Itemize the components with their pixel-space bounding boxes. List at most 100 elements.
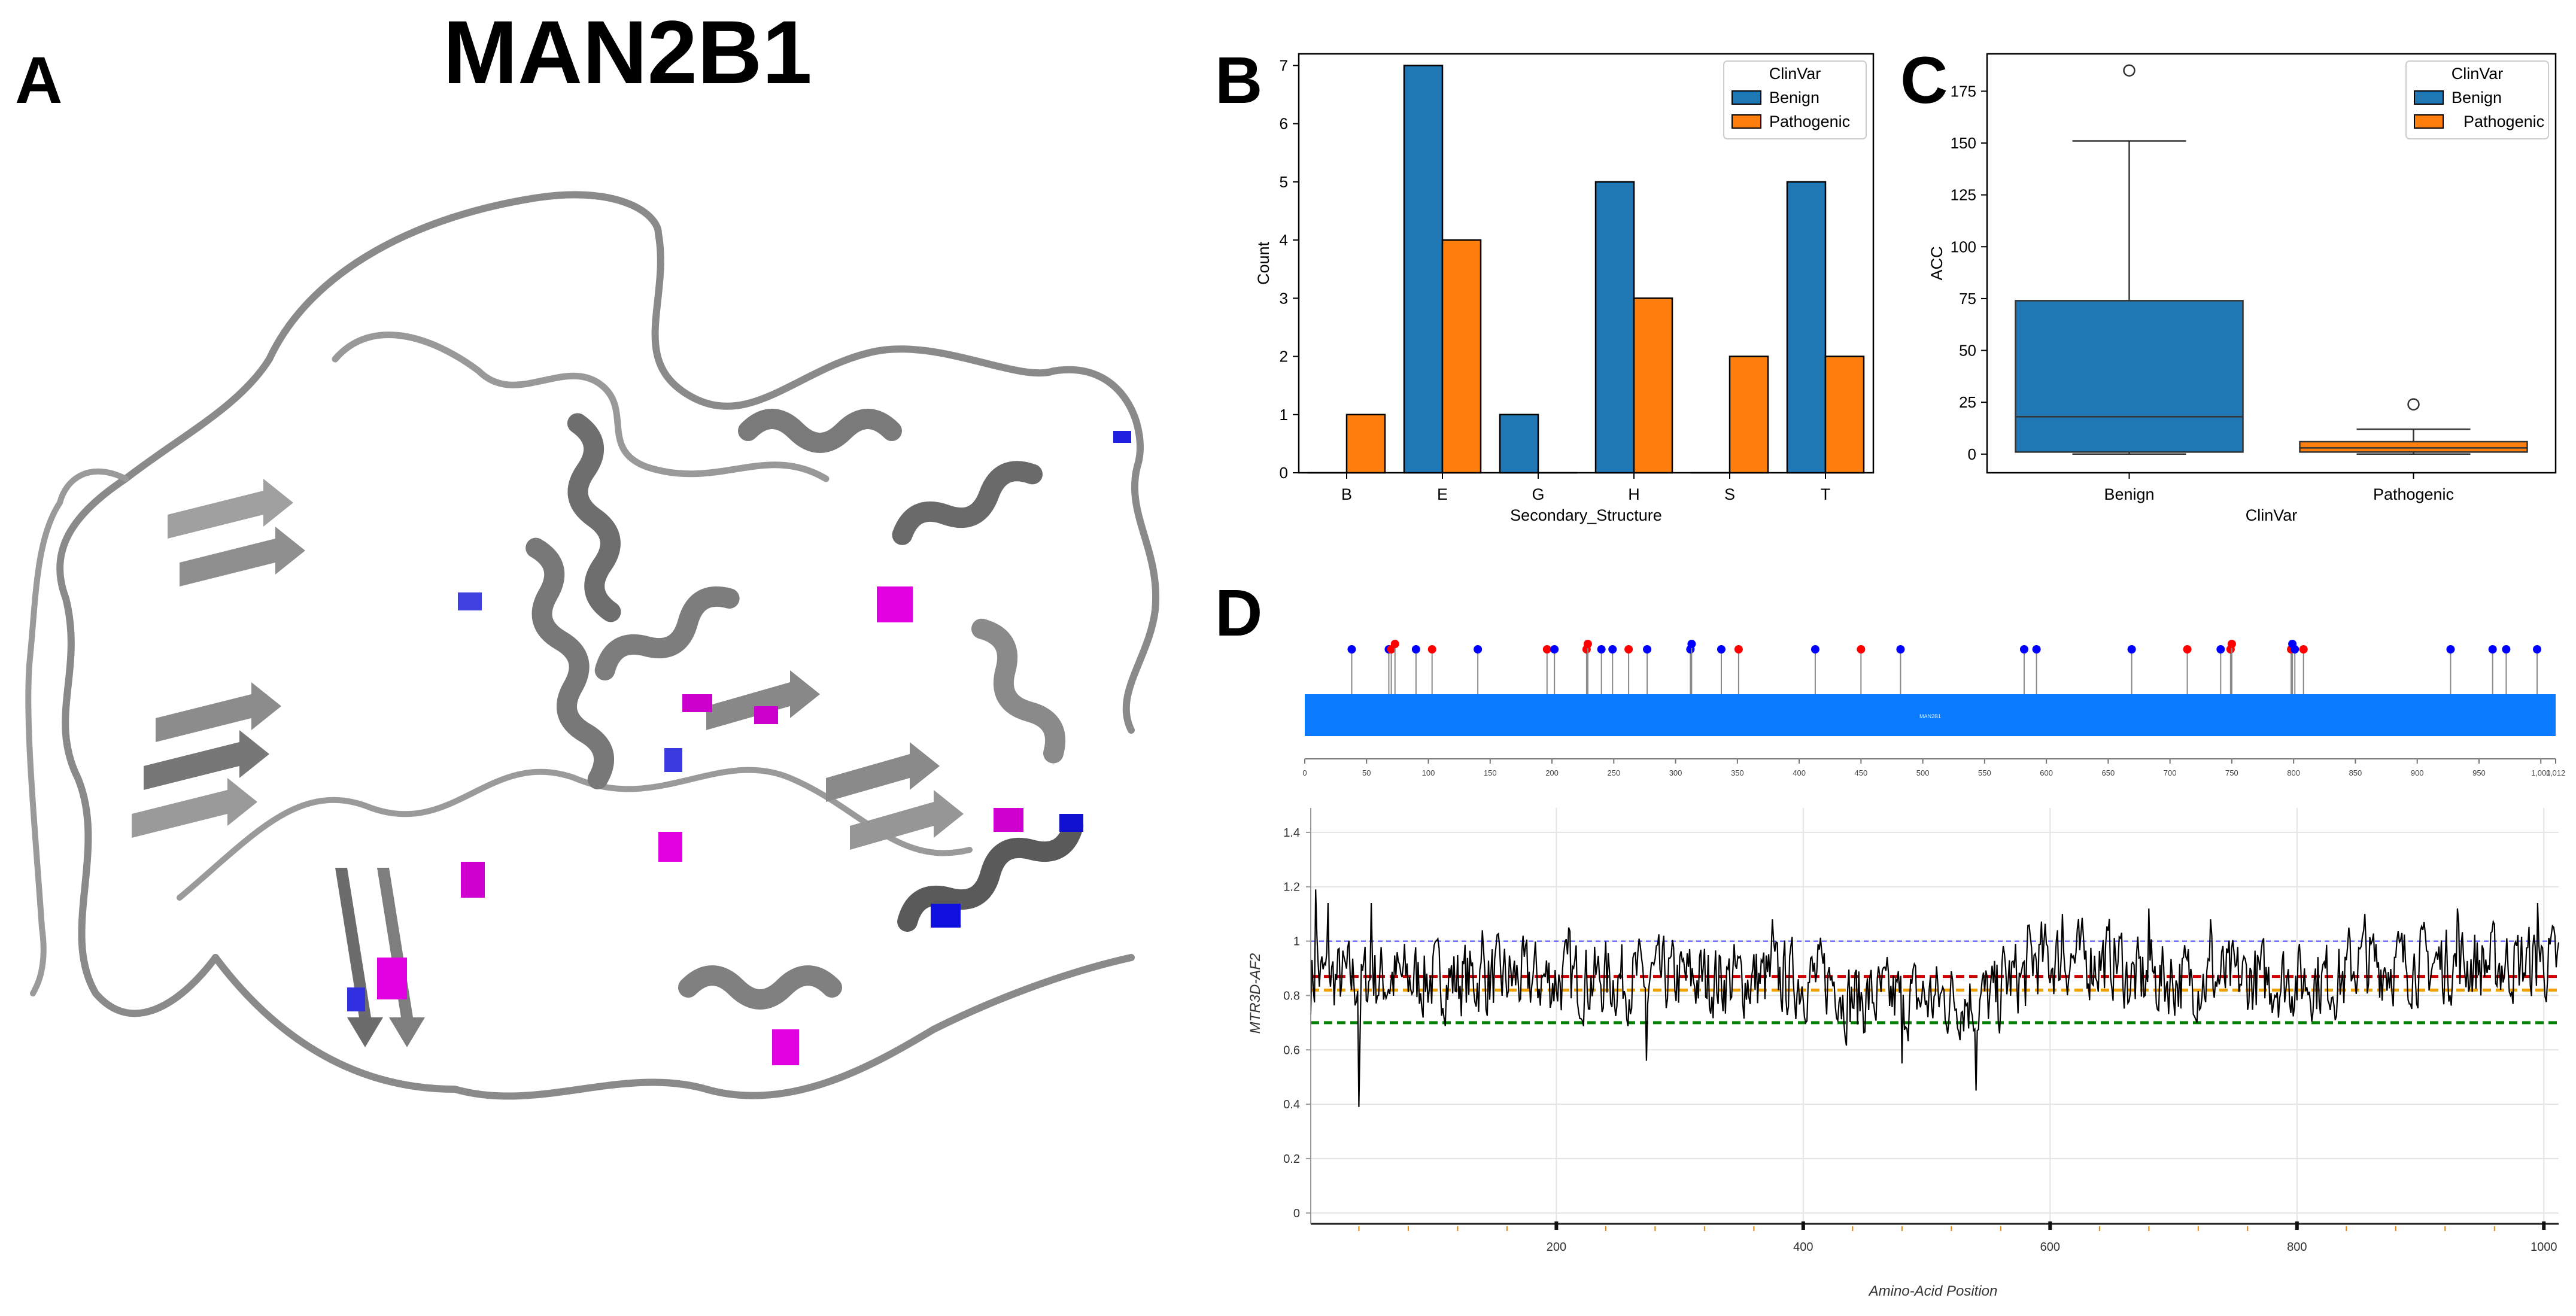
lollipop-benign [2502, 645, 2511, 654]
lollipop-benign [1643, 645, 1652, 654]
chart-c-ytick-label: 175 [1951, 82, 1976, 100]
lollipop-axis-tick-label: 200 [1545, 768, 1559, 777]
chart-c-legend-benign: Benign [2452, 89, 2502, 107]
chart-b-ytick-label: 4 [1280, 231, 1288, 249]
lollipop-axis-tick-label: 650 [2102, 768, 2115, 777]
protein-title: MAN2B1 [443, 2, 812, 102]
benign-residue-highlight [664, 748, 682, 772]
chart-c-ytick-label: 150 [1951, 134, 1976, 152]
chart-d-xtick [2542, 1221, 2546, 1230]
benign-residue-highlight [1059, 814, 1083, 832]
lollipop-axis-tick-label: 450 [1854, 768, 1867, 777]
chart-d-ytick-label: 0.6 [1283, 1044, 1300, 1057]
chart-c-ytick-label: 0 [1968, 445, 1976, 463]
lollipop-pathogenic [1390, 640, 1399, 648]
helix [567, 413, 621, 622]
chart-c-xtick-label: Pathogenic [2373, 485, 2454, 503]
chart-d-xtick-label: 400 [1793, 1241, 1813, 1254]
chart-b-axes-frame [1298, 53, 1875, 474]
bar-pathogenic-E [1441, 239, 1482, 474]
lollipop-benign [2488, 645, 2497, 654]
lollipop-benign [2019, 645, 2028, 654]
chart-c-legend-title: ClinVar [2452, 65, 2504, 83]
lollipop-axis-tick-label: 800 [2287, 768, 2300, 777]
lollipop-axis-tick-label: 850 [2349, 768, 2362, 777]
bar-benign-G [1499, 414, 1539, 474]
beta-strand [826, 742, 940, 802]
lollipop-axis-tick-label: 100 [1422, 768, 1435, 777]
coil-loop [25, 468, 129, 996]
beta-strand [180, 527, 305, 586]
lollipop-benign [1550, 645, 1559, 654]
pathogenic-residue-highlight [754, 706, 778, 724]
chart-c-xtick-label: Benign [2104, 485, 2154, 503]
chart-d-ytick-label: 1.2 [1283, 881, 1300, 894]
chart-b-ytick-label: 5 [1280, 173, 1288, 191]
lollipop-axis-tick-label: 0 [1302, 768, 1307, 777]
chart-c-ytick-label: 100 [1951, 238, 1976, 256]
coil-loop [332, 332, 830, 482]
pathogenic-residue-highlight [877, 586, 913, 622]
beta-strand [156, 682, 281, 742]
pathogenic-residue-highlight [682, 694, 712, 712]
coil-loop [56, 355, 273, 1017]
chart-d-xtick [2295, 1221, 2299, 1230]
chart-b-legend-benign: Benign [1769, 89, 1819, 107]
chart-c-legend-swatch-pathogenic [2414, 114, 2444, 129]
chart-b-ytick-label: 2 [1280, 348, 1288, 366]
helix [897, 816, 1084, 932]
chart-d-ytick-label: 0.4 [1283, 1098, 1300, 1111]
chart-d-xlabel: Amino-Acid Position [1868, 1283, 1998, 1299]
panel-letter-b: B [1215, 44, 1263, 117]
protein-domain-label: MAN2B1 [1919, 713, 1941, 719]
chart-c-ytick-label: 25 [1959, 393, 1976, 411]
chart-b-xtick-label: S [1724, 485, 1735, 503]
lollipop-benign [2216, 645, 2225, 654]
chart-d-xtick [1554, 1221, 1559, 1230]
box-pathogenic [2299, 440, 2528, 453]
chart-b-xtick-label: B [1341, 485, 1352, 503]
lollipop-axis-tick-label: 400 [1793, 768, 1806, 777]
chart-d-xtick [2048, 1221, 2052, 1230]
lollipop-axis-tick-label: 50 [1362, 768, 1371, 777]
bar-pathogenic-H [1633, 297, 1673, 474]
lollipop-benign [2032, 645, 2041, 654]
chart-b-ytick-label: 6 [1280, 115, 1288, 133]
lollipop-benign [1717, 645, 1726, 654]
benign-residue-highlight [1113, 431, 1131, 443]
box-benign [2015, 300, 2244, 453]
outlier-pathogenic [2407, 398, 2420, 411]
beta-strand [706, 670, 820, 730]
lollipop-benign [2446, 645, 2455, 654]
lollipop-axis-tick-label: 700 [2164, 768, 2177, 777]
chart-d-ytick-label: 1.4 [1283, 826, 1300, 840]
chart-b-xlabel: Secondary_Structure [1510, 506, 1662, 524]
pathogenic-residue-highlight [658, 832, 682, 862]
lollipop-pathogenic [2227, 640, 2236, 648]
lollipop-benign [1811, 645, 1819, 654]
bar-pathogenic-T [1824, 355, 1865, 474]
lollipop-benign [1608, 645, 1617, 654]
beta-strand [168, 479, 293, 539]
chart-b-xtick-label: E [1437, 485, 1448, 503]
chart-c-acc-boxplot: 0 25 50 75 100 125 150 175 Benign Pathogenic ACC… [1928, 53, 2557, 524]
benign-residue-highlight [347, 987, 365, 1011]
chart-d-xtick [1801, 1221, 1805, 1230]
chart-d-xtick-label: 600 [2040, 1241, 2060, 1254]
lollipop-pathogenic [1624, 645, 1633, 654]
chart-d-mtr3d-line: 200 400 600 800 1000 0 0.2 0.4 0.6 0.8 1 1.2 1.4 MT… [1247, 808, 2560, 1299]
protein-domain-bar [1305, 694, 2556, 736]
chart-d-ytick-label: 0.8 [1283, 989, 1300, 1002]
helix [892, 461, 1043, 545]
chart-c-xlabel: ClinVar [2246, 506, 2298, 524]
lollipop-benign [1687, 640, 1696, 648]
coil-loop [212, 954, 1135, 1100]
lollipop-benign [1474, 645, 1483, 654]
chart-d-ytick-label: 0.2 [1283, 1153, 1300, 1166]
bar-benign-T [1786, 181, 1827, 474]
pathogenic-residue-highlight [377, 958, 407, 999]
lollipop-pathogenic [1542, 645, 1551, 654]
beta-strand [144, 730, 269, 790]
lollipop-axis-tick-label: 600 [2040, 768, 2053, 777]
chart-d-ylabel: MTR3D-AF2 [1247, 953, 1263, 1034]
